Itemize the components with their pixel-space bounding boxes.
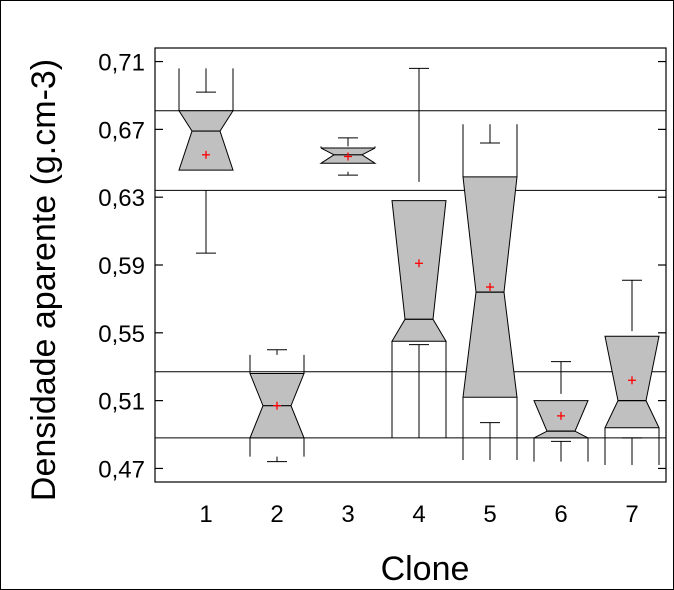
- y-axis-label: Densidade aparente (g.cm-3): [25, 59, 63, 501]
- plot-area: 0,47 0,51 0,55 0,59 0,63 0,67 0,71 1 2 3 4 5 6 7: [98, 47, 667, 528]
- y-tick-label: 0,55: [98, 321, 145, 348]
- y-tick-label: 0,67: [98, 117, 145, 144]
- box-body: [391, 200, 447, 342]
- x-tick-label: 4: [412, 501, 425, 528]
- x-tick-label: 7: [625, 501, 638, 528]
- x-tick-label: 1: [199, 501, 212, 528]
- x-axis-label: Clone: [381, 550, 470, 588]
- x-tick-label: 6: [554, 501, 567, 528]
- box-body: [178, 110, 234, 171]
- y-tick-label: 0,51: [98, 389, 145, 416]
- x-tick-label: 3: [341, 501, 354, 528]
- x-tick-label: 2: [270, 501, 283, 528]
- x-tick-label: 5: [483, 501, 496, 528]
- y-tick-label: 0,59: [98, 253, 145, 280]
- y-tick-label: 0,63: [98, 185, 145, 212]
- y-tick-label: 0,71: [98, 50, 145, 77]
- y-tick-label: 0,47: [98, 456, 145, 483]
